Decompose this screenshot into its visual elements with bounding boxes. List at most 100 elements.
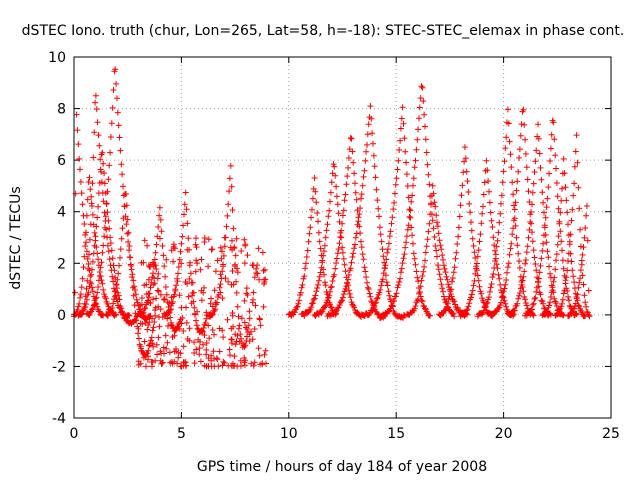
data-point bbox=[496, 275, 503, 282]
data-point bbox=[211, 331, 218, 338]
data-point bbox=[490, 234, 497, 241]
data-point bbox=[152, 307, 158, 313]
data-point bbox=[178, 260, 185, 267]
data-point bbox=[94, 289, 101, 296]
data-point bbox=[415, 296, 422, 302]
data-point bbox=[226, 346, 233, 353]
data-point bbox=[161, 263, 168, 270]
data-point bbox=[555, 233, 562, 240]
data-point bbox=[333, 193, 340, 200]
data-point bbox=[508, 164, 515, 171]
data-point bbox=[111, 293, 118, 300]
data-point bbox=[142, 320, 149, 326]
data-point bbox=[340, 207, 347, 214]
data-point bbox=[538, 297, 545, 304]
data-point bbox=[541, 209, 547, 216]
data-point bbox=[553, 251, 560, 258]
data-point bbox=[123, 202, 130, 209]
data-point bbox=[371, 163, 378, 170]
data-point bbox=[109, 255, 116, 262]
data-point bbox=[91, 301, 98, 308]
data-point bbox=[449, 278, 455, 285]
data-point bbox=[568, 217, 575, 224]
data-point bbox=[508, 240, 515, 247]
data-point bbox=[403, 159, 410, 166]
data-point bbox=[228, 281, 235, 288]
data-point bbox=[348, 259, 355, 266]
data-point bbox=[410, 240, 416, 247]
data-point bbox=[365, 286, 372, 292]
x-tick-label: 20 bbox=[495, 426, 513, 442]
data-point bbox=[530, 300, 537, 307]
data-point bbox=[189, 292, 196, 299]
data-point bbox=[163, 345, 170, 352]
data-point bbox=[469, 235, 476, 242]
data-point bbox=[310, 296, 317, 303]
data-point bbox=[85, 179, 92, 185]
data-point bbox=[225, 201, 232, 208]
data-point bbox=[556, 220, 563, 227]
data-point bbox=[426, 181, 433, 188]
data-point bbox=[559, 247, 565, 254]
data-point bbox=[558, 197, 565, 204]
data-point bbox=[78, 284, 85, 291]
data-point bbox=[254, 270, 261, 277]
data-point bbox=[110, 87, 117, 93]
data-point bbox=[444, 300, 451, 307]
data-point bbox=[315, 229, 322, 236]
data-point bbox=[351, 245, 358, 252]
y-tick-label: 4 bbox=[57, 205, 66, 221]
data-point bbox=[360, 256, 367, 263]
data-point bbox=[379, 276, 386, 283]
data-point bbox=[336, 240, 343, 247]
data-point bbox=[377, 286, 384, 293]
data-point bbox=[559, 296, 566, 303]
x-tick-label: 25 bbox=[602, 426, 620, 442]
data-point bbox=[400, 120, 407, 127]
data-point bbox=[117, 254, 123, 261]
data-point bbox=[101, 170, 108, 177]
data-point bbox=[77, 179, 84, 185]
data-point bbox=[83, 239, 89, 246]
data-point bbox=[422, 136, 429, 143]
data-point bbox=[396, 147, 403, 153]
data-point bbox=[522, 296, 529, 303]
data-point bbox=[453, 249, 460, 256]
data-point bbox=[564, 267, 571, 274]
data-point bbox=[314, 285, 321, 291]
data-point bbox=[141, 305, 148, 312]
data-point bbox=[256, 352, 263, 359]
data-point bbox=[332, 265, 339, 272]
data-point bbox=[339, 212, 346, 219]
data-point bbox=[368, 298, 375, 304]
data-point bbox=[201, 332, 208, 339]
data-point bbox=[139, 295, 145, 301]
data-point bbox=[387, 228, 394, 235]
data-point bbox=[344, 173, 351, 180]
data-point bbox=[475, 247, 482, 254]
data-point bbox=[394, 166, 401, 173]
data-point bbox=[560, 290, 567, 297]
data-point bbox=[531, 169, 538, 175]
data-point bbox=[583, 203, 590, 209]
data-point bbox=[393, 175, 400, 182]
data-point bbox=[89, 305, 96, 312]
data-point bbox=[463, 168, 470, 175]
data-point bbox=[506, 251, 513, 258]
data-point bbox=[137, 302, 144, 309]
data-point bbox=[481, 179, 488, 186]
data-point bbox=[119, 308, 126, 315]
data-point bbox=[193, 235, 199, 242]
data-point bbox=[95, 284, 102, 290]
data-point bbox=[479, 295, 486, 302]
data-point bbox=[155, 288, 162, 295]
data-point bbox=[234, 269, 241, 276]
data-point bbox=[101, 233, 108, 240]
data-point bbox=[320, 252, 327, 259]
data-point bbox=[327, 304, 334, 311]
data-point bbox=[200, 325, 207, 331]
data-point bbox=[151, 275, 157, 281]
data-point bbox=[384, 249, 391, 256]
data-point bbox=[107, 240, 114, 247]
data-point bbox=[84, 196, 91, 203]
